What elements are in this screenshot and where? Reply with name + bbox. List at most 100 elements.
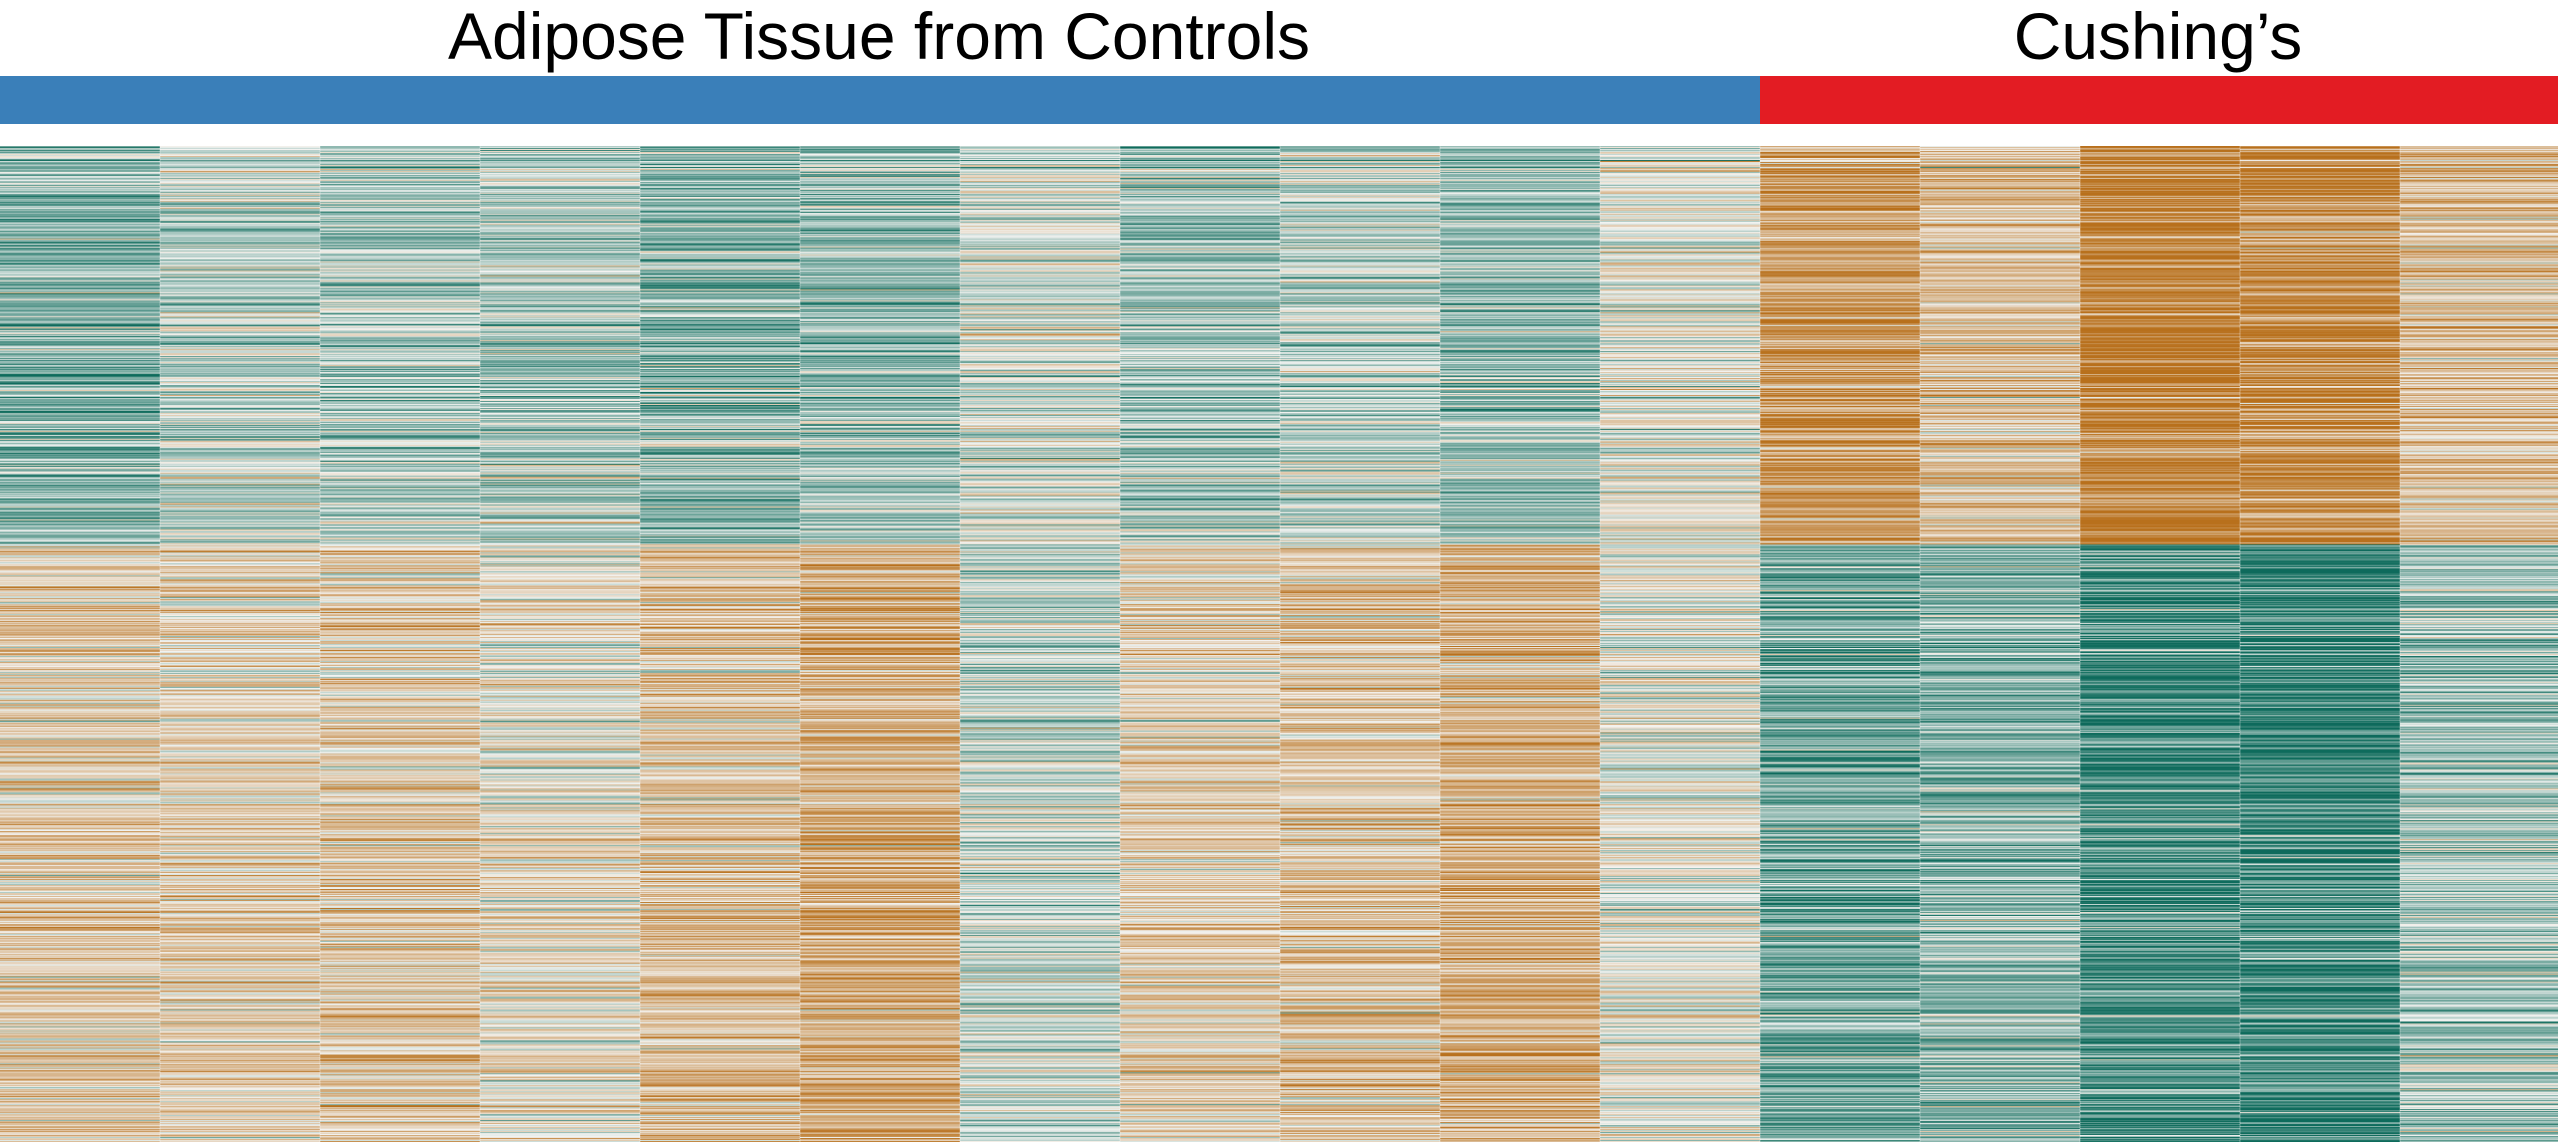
heatmap-cell — [1120, 206, 1281, 209]
heatmap-cell — [2400, 214, 2558, 217]
heatmap-cell — [160, 155, 321, 158]
heatmap-cell — [960, 168, 1121, 171]
heatmap-cell — [2080, 188, 2241, 191]
heatmap-cell — [1760, 204, 1921, 207]
heatmap-cell — [1440, 189, 1601, 192]
heatmap-cell — [0, 198, 161, 201]
heatmap-cell — [2240, 207, 2401, 210]
heatmap-cell — [160, 169, 321, 172]
heatmap-cell — [1600, 146, 1761, 149]
heatmap-cell — [320, 181, 481, 184]
heatmap-cell — [960, 197, 1121, 200]
heatmap-cell — [1760, 207, 1921, 210]
heatmap-cell — [480, 217, 641, 220]
heatmap-cell — [1440, 188, 1601, 191]
heatmap-cell — [160, 188, 321, 191]
heatmap-cell — [2240, 168, 2401, 171]
heatmap-cell — [0, 191, 161, 194]
heatmap-cell — [800, 178, 961, 181]
heatmap-cell — [800, 176, 961, 179]
heatmap-cell — [1440, 164, 1601, 167]
heatmap-cell — [2400, 175, 2558, 178]
heatmap-cell — [1920, 150, 2081, 153]
heatmap-cell — [160, 165, 321, 168]
heatmap-cell — [0, 194, 161, 197]
heatmap-cell — [800, 193, 961, 196]
heatmap-cell — [2400, 185, 2558, 188]
heatmap-cell — [1760, 209, 1921, 212]
group-bar-sample-1 — [0, 76, 161, 124]
heatmap-cell — [2080, 149, 2241, 152]
heatmap-cell — [480, 194, 641, 197]
heatmap-cell — [0, 192, 161, 195]
heatmap-cell — [1280, 192, 1441, 195]
heatmap-cell — [1600, 216, 1761, 219]
heatmap-cell — [1440, 168, 1601, 171]
heatmap-cell — [960, 167, 1121, 170]
heatmap-cell — [2240, 152, 2401, 155]
heatmap-cell — [160, 208, 321, 211]
heatmap-cell — [1920, 209, 2081, 212]
heatmap-cell — [800, 148, 961, 151]
heatmap-cell — [1280, 170, 1441, 173]
heatmap-cell — [800, 149, 961, 152]
heatmap-cell — [2400, 195, 2558, 198]
heatmap-cell — [1920, 187, 2081, 190]
heatmap-cell — [1120, 165, 1281, 168]
heatmap-cell — [480, 158, 641, 161]
heatmap-cell — [1920, 153, 2081, 156]
heatmap-cell — [1760, 169, 1921, 172]
heatmap-cell — [800, 162, 961, 165]
heatmap-cell — [480, 187, 641, 190]
heatmap-cell — [960, 211, 1121, 214]
heatmap-cell — [320, 159, 481, 162]
heatmap-cell — [1920, 146, 2081, 148]
heatmap-cell — [1600, 164, 1761, 167]
heatmap-cell — [320, 157, 481, 160]
heatmap-cell — [1440, 213, 1601, 216]
heatmap-cell — [1920, 156, 2081, 159]
heatmap-cell — [1760, 173, 1921, 176]
heatmap-cell — [1760, 203, 1921, 206]
heatmap-cell — [480, 177, 641, 180]
heatmap-cell — [1760, 205, 1921, 208]
heatmap-cell — [1280, 215, 1441, 218]
heatmap-cell — [960, 150, 1121, 153]
heatmap-cell — [0, 155, 161, 158]
heatmap-cell — [480, 191, 641, 194]
heatmap-cell — [2400, 186, 2558, 189]
heatmap-cell — [1920, 218, 2081, 221]
heatmap-cell — [2400, 182, 2558, 185]
heatmap-cell — [480, 151, 641, 154]
heatmap-cell — [960, 216, 1121, 219]
heatmap-cell — [2240, 204, 2401, 207]
heatmap-cell — [1760, 198, 1921, 201]
heatmap-cell — [1920, 151, 2081, 154]
heatmap-cell — [1440, 196, 1601, 199]
heatmap-cell — [160, 171, 321, 174]
heatmap-cell — [1440, 156, 1601, 159]
heatmap-cell — [2240, 146, 2401, 149]
heatmap-cell — [2400, 212, 2558, 215]
heatmap-cell — [1760, 201, 1921, 204]
heatmap-cell — [320, 180, 481, 183]
heatmap-cell — [1120, 164, 1281, 167]
heatmap-cell — [1120, 146, 1281, 148]
heatmap-cell — [0, 203, 161, 206]
heatmap-cell — [2080, 191, 2241, 194]
heatmap-cell — [1600, 158, 1761, 161]
heatmap-cell — [1920, 206, 2081, 209]
heatmap-cell — [640, 177, 801, 180]
heatmap-cell — [320, 203, 481, 206]
heatmap-cell — [1120, 189, 1281, 192]
heatmap-cell — [1760, 166, 1921, 169]
heatmap-cell — [320, 208, 481, 211]
heatmap-cell — [0, 211, 161, 214]
heatmap-cell — [800, 187, 961, 190]
heatmap-cell — [2240, 211, 2401, 214]
heatmap-cell — [1120, 175, 1281, 178]
heatmap-cell — [1280, 184, 1441, 187]
heatmap-cell — [1440, 184, 1601, 187]
heatmap-cell — [960, 171, 1121, 174]
heatmap-cell — [640, 146, 801, 148]
